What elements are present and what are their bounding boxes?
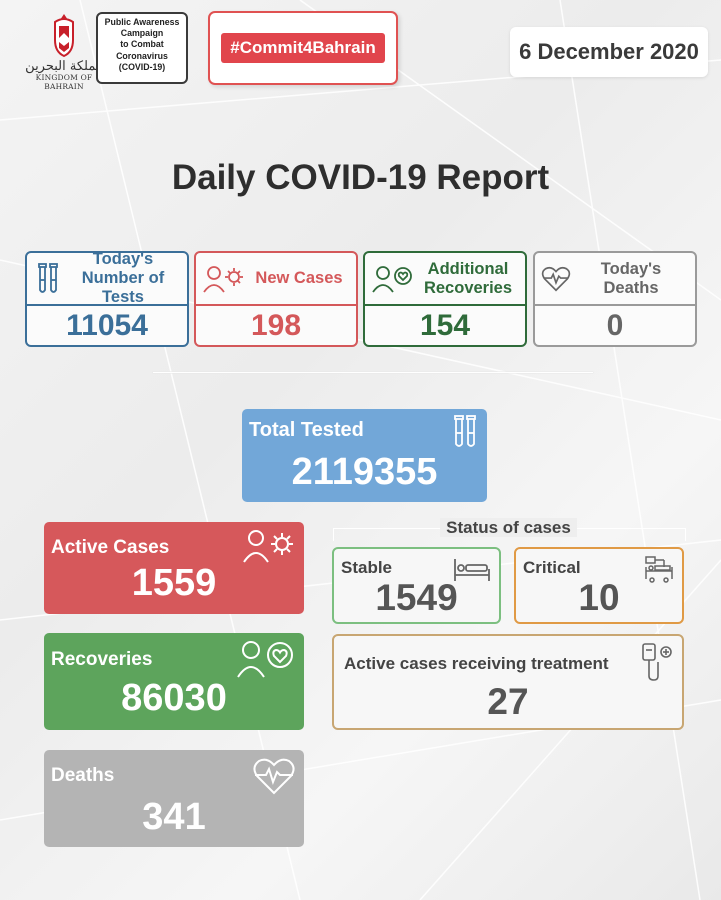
- daily-new-cases-card: New Cases 198: [194, 251, 358, 347]
- person-heart-icon: [236, 639, 296, 684]
- heartbeat-icon: [541, 264, 571, 294]
- iv-drip-icon: [640, 642, 674, 687]
- critical-value: 10: [578, 577, 620, 618]
- recoveries-card: Recoveries 86030: [44, 633, 304, 730]
- total-tested-card: Total Tested 2119355: [242, 409, 487, 502]
- report-date: 6 December 2020: [510, 27, 708, 77]
- campaign-line: Coronavirus: [116, 50, 168, 61]
- active-cases-label: Active Cases: [51, 537, 170, 558]
- test-tubes-icon: [453, 414, 477, 455]
- person-virus-icon: [242, 528, 296, 569]
- daily-new-cases-label: New Cases: [255, 269, 343, 287]
- campaign-line: (COVID-19): [118, 61, 166, 72]
- daily-recoveries-card: Additional Recoveries 154: [363, 251, 527, 347]
- hashtag-badge: #Commit4Bahrain: [208, 11, 398, 85]
- recoveries-value: 86030: [121, 677, 227, 719]
- daily-tests-card: Today's Number of Tests 11054: [25, 250, 189, 347]
- critical-label: Critical: [523, 558, 581, 577]
- campaign-line: Public Awareness: [104, 17, 180, 27]
- crest-icon: [54, 14, 74, 58]
- treatment-card: Active cases receiving treatment 27: [332, 634, 684, 730]
- daily-tests-value: 11054: [66, 308, 148, 342]
- recoveries-label: Recoveries: [51, 649, 153, 670]
- divider: [153, 372, 593, 373]
- treatment-value: 27: [487, 681, 529, 722]
- daily-deaths-card: Today's Deaths 0: [533, 251, 697, 347]
- page-title: Daily COVID-19 Report: [171, 158, 550, 197]
- treatment-label: Active cases receiving treatment: [344, 654, 609, 673]
- stable-card: Stable 1549: [332, 547, 501, 624]
- heartbeat-icon: [252, 756, 296, 801]
- total-tested-value: 2119355: [291, 451, 438, 493]
- daily-tests-label: Today's Number of Tests: [81, 250, 165, 306]
- emblem-arabic-text: مملكة البحرين: [25, 59, 103, 74]
- hashtag-text: #Commit4Bahrain: [221, 33, 385, 63]
- status-title: Status of cases: [333, 518, 684, 538]
- deaths-label: Deaths: [51, 765, 115, 786]
- total-tested-label: Total Tested: [249, 419, 364, 441]
- emblem-english-text: KINGDOM OF BAHRAIN: [35, 73, 93, 91]
- daily-new-cases-value: 198: [250, 308, 302, 342]
- icu-bed-icon: [644, 555, 674, 588]
- daily-deaths-label: Today's Deaths: [600, 259, 662, 297]
- campaign-badge: Public Awareness Campaign to Combat Coro…: [96, 12, 188, 84]
- daily-deaths-value: 0: [606, 308, 624, 342]
- stable-label: Stable: [341, 558, 393, 577]
- stable-value: 1549: [375, 577, 458, 618]
- bahrain-emblem: مملكة البحرين KINGDOM OF BAHRAIN: [24, 12, 104, 91]
- campaign-line: Campaign: [120, 28, 164, 39]
- bed-icon: [453, 557, 491, 588]
- status-title-text: Status of cases: [440, 518, 577, 537]
- test-tubes-icon: [33, 262, 63, 296]
- active-cases-card: Active Cases 1559: [44, 522, 304, 614]
- person-virus-icon: [202, 264, 246, 294]
- daily-recoveries-value: 154: [419, 308, 471, 342]
- campaign-line: to Combat: [120, 39, 164, 50]
- deaths-card: Deaths 341: [44, 750, 304, 847]
- active-cases-value: 1559: [131, 562, 217, 604]
- deaths-value: 341: [142, 796, 206, 838]
- person-heart-icon: [371, 264, 415, 294]
- critical-card: Critical 10: [514, 547, 684, 624]
- daily-recoveries-label: Additional Recoveries: [423, 259, 513, 297]
